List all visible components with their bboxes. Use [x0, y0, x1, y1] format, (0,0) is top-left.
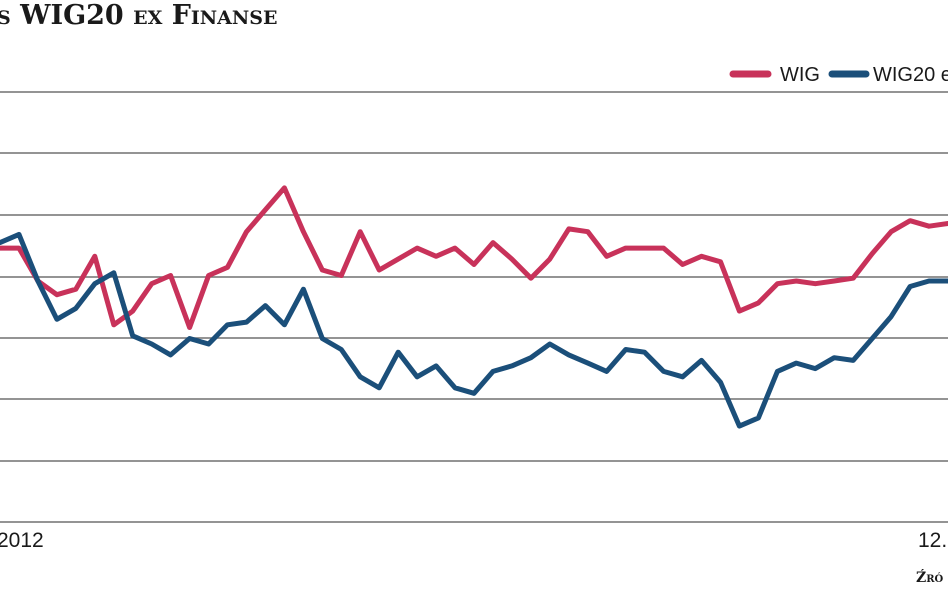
x-tick-label-end: 12. [918, 529, 947, 552]
legend-label-wig: WIG [780, 64, 820, 86]
source-label: Źró [916, 568, 944, 586]
series-line-wig20-ex [0, 231, 948, 429]
legend-label-wig20-ex: WIG20 ex [873, 64, 948, 86]
grid [0, 91, 948, 523]
series-layer [0, 185, 948, 429]
legend: WIG WIG20 ex [729, 64, 948, 86]
series-line-wig [0, 185, 948, 330]
x-tick-label-start: 2012 [0, 529, 44, 552]
chart-title: s WIG20 ex Finanse [0, 0, 277, 31]
